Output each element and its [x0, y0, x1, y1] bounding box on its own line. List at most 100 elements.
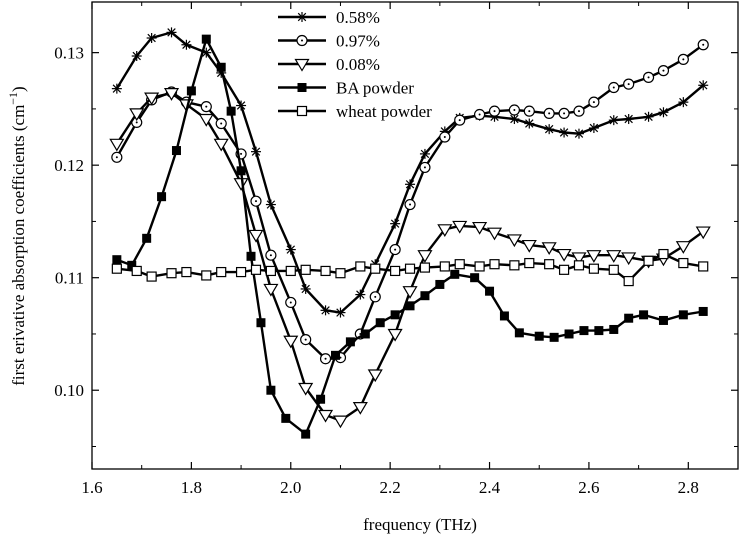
- y-axis-title-main: first erivative absorption coefficients …: [9, 105, 28, 386]
- data-point: [248, 229, 264, 243]
- data-point: [549, 332, 559, 342]
- y-tick-label: 0.10: [54, 381, 84, 400]
- data-point: [355, 261, 366, 272]
- data-point: [256, 318, 266, 328]
- data-point: [131, 51, 142, 62]
- data-point: [216, 266, 227, 278]
- data-point: [419, 161, 431, 174]
- data-point: [360, 329, 370, 339]
- data-point: [658, 315, 668, 325]
- x-tick-label: 2.4: [479, 478, 501, 497]
- legend-label: 0.97%: [336, 32, 380, 51]
- data-point: [678, 310, 688, 320]
- data-point: [181, 39, 192, 50]
- data-point: [439, 261, 450, 272]
- x-tick-label: 2.8: [678, 478, 699, 497]
- data-point: [675, 241, 691, 254]
- data-point: [369, 291, 381, 303]
- data-point: [534, 331, 544, 341]
- x-tick-label: 2.0: [280, 478, 301, 497]
- data-point: [698, 306, 708, 316]
- data-point: [489, 259, 500, 270]
- data-point: [608, 81, 620, 94]
- data-point: [127, 260, 137, 270]
- data-point: [594, 326, 604, 336]
- data-point: [181, 266, 192, 278]
- data-point: [109, 138, 125, 152]
- data-point: [355, 289, 366, 300]
- data-point: [658, 248, 669, 260]
- data-point: [404, 198, 416, 211]
- data-point: [454, 259, 465, 270]
- data-point: [198, 113, 214, 127]
- data-point: [643, 255, 654, 266]
- series-line: [116, 37, 704, 436]
- data-point: [236, 166, 246, 176]
- data-point: [556, 248, 572, 262]
- data-point: [330, 350, 340, 360]
- data-point: [285, 296, 297, 309]
- data-point: [246, 251, 256, 261]
- data-point: [558, 264, 570, 275]
- data-point: [265, 249, 277, 261]
- data-point: [588, 123, 599, 134]
- data-point: [474, 261, 485, 272]
- data-point: [573, 128, 584, 139]
- data-point: [606, 250, 622, 263]
- plot-frame: [91, 1, 739, 470]
- data-point: [523, 105, 535, 117]
- data-point: [485, 286, 495, 296]
- data-point: [201, 270, 212, 281]
- data-point: [146, 33, 157, 44]
- data-point: [559, 127, 570, 138]
- legend-label: BA powder: [336, 79, 414, 98]
- data-point: [320, 305, 331, 316]
- data-point: [216, 62, 226, 72]
- x-tick-label: 2.2: [380, 478, 401, 497]
- data-point: [474, 108, 486, 121]
- x-tick-label: 1.8: [181, 478, 202, 497]
- data-point: [335, 307, 346, 318]
- legend-marker: [296, 34, 308, 47]
- data-point: [300, 333, 312, 346]
- data-point: [419, 148, 430, 159]
- data-point: [499, 311, 509, 321]
- data-point: [658, 107, 669, 118]
- data-point: [524, 257, 535, 269]
- legend-label: 0.08%: [336, 55, 380, 74]
- data-point: [265, 265, 276, 277]
- y-axis-title-tail: ): [9, 86, 28, 92]
- data-point: [335, 268, 346, 279]
- legend: 0.58% 0.97% 0.08% BA powder wheat powder: [278, 8, 432, 121]
- data-point: [452, 220, 468, 234]
- data-point: [163, 88, 180, 101]
- data-point: [695, 226, 711, 240]
- x-tick-label: 2.6: [578, 478, 599, 497]
- data-point: [266, 385, 276, 395]
- data-point: [588, 263, 599, 274]
- data-point: [609, 324, 619, 334]
- data-point: [404, 263, 416, 274]
- y-axis-title: first erivative absorption coefficients …: [6, 86, 28, 385]
- data-point: [300, 283, 311, 294]
- legend-item: BA powder: [278, 79, 414, 98]
- data-point: [544, 259, 555, 270]
- data-point: [657, 65, 670, 77]
- data-point: [579, 326, 589, 336]
- data-point: [370, 263, 381, 274]
- data-point: [157, 192, 167, 202]
- data-point: [643, 111, 654, 122]
- data-point: [226, 106, 236, 116]
- series-3: [112, 34, 708, 439]
- data-point: [524, 118, 535, 129]
- data-point: [608, 115, 619, 126]
- data-point: [250, 264, 262, 275]
- data-point: [285, 265, 296, 277]
- data-point: [300, 264, 311, 275]
- data-point: [166, 27, 177, 38]
- y-tick-label: 0.13: [54, 44, 84, 63]
- data-point: [390, 218, 401, 229]
- data-point: [472, 221, 488, 235]
- data-point: [367, 369, 383, 383]
